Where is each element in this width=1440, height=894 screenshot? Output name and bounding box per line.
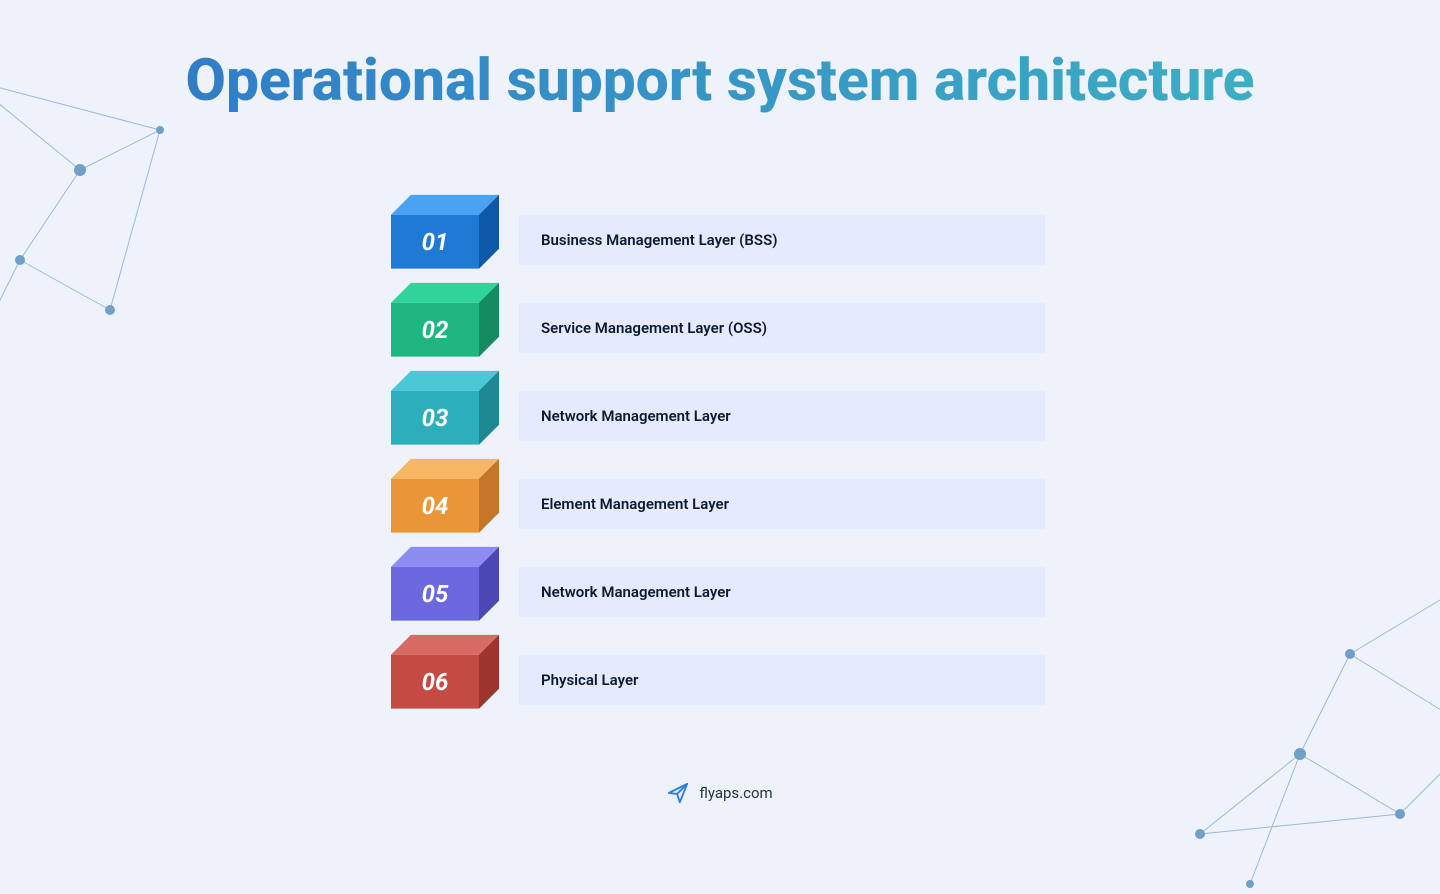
layer-stack: 01 Business Management Layer (BSS) 02 Se…	[395, 210, 1045, 738]
layer-cube: 01	[395, 210, 495, 270]
svg-text:06: 06	[422, 668, 449, 696]
layer-cube: 02	[395, 298, 495, 358]
svg-text:05: 05	[422, 580, 449, 608]
paper-plane-icon	[667, 782, 689, 804]
layer-row: 03 Network Management Layer	[395, 386, 1045, 446]
layer-row: 01 Business Management Layer (BSS)	[395, 210, 1045, 270]
layer-row: 05 Network Management Layer	[395, 562, 1045, 622]
layer-label: Service Management Layer (OSS)	[519, 303, 1045, 353]
svg-text:01: 01	[422, 228, 449, 256]
layer-label: Business Management Layer (BSS)	[519, 215, 1045, 265]
layer-cube: 03	[395, 386, 495, 446]
svg-text:04: 04	[422, 492, 449, 520]
layer-row: 02 Service Management Layer (OSS)	[395, 298, 1045, 358]
layer-row: 04 Element Management Layer	[395, 474, 1045, 534]
layer-label: Element Management Layer	[519, 479, 1045, 529]
layer-cube: 04	[395, 474, 495, 534]
footer-text: flyaps.com	[699, 784, 772, 802]
layer-label: Network Management Layer	[519, 391, 1045, 441]
svg-text:02: 02	[422, 316, 449, 344]
footer: flyaps.com	[0, 782, 1440, 804]
layer-label: Network Management Layer	[519, 567, 1045, 617]
layer-cube: 05	[395, 562, 495, 622]
layer-row: 06 Physical Layer	[395, 650, 1045, 710]
layer-cube: 06	[395, 650, 495, 710]
title-text: Operational support system architecture	[186, 47, 1255, 115]
decor-network-bottom-right	[1140, 534, 1440, 894]
svg-text:03: 03	[422, 404, 449, 432]
layer-label: Physical Layer	[519, 655, 1045, 705]
page-title: Operational support system architecture	[0, 0, 1440, 115]
